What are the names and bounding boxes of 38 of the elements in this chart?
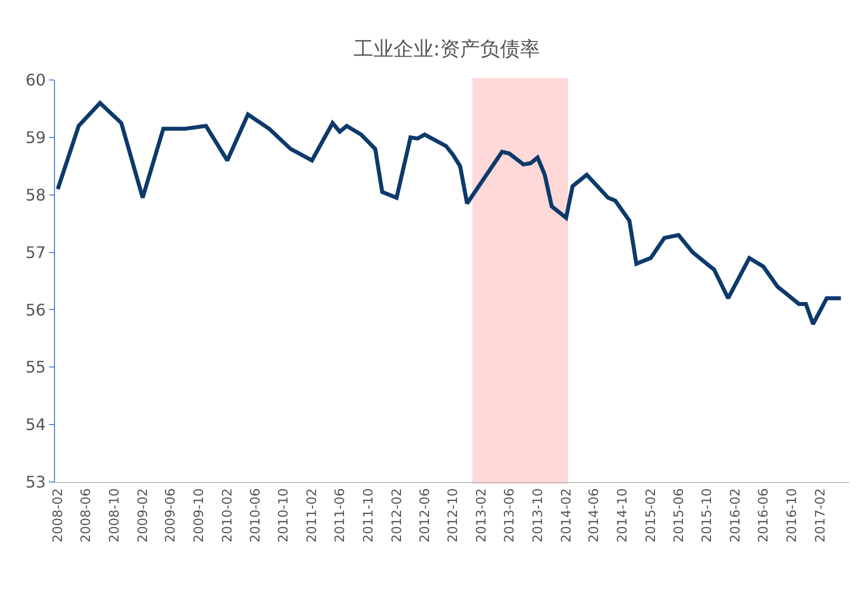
y-tick-label: 56	[25, 300, 46, 320]
x-tick-label: 2011-10	[361, 488, 376, 543]
x-tick-label: 2012-02	[390, 488, 405, 543]
x-tick-label: 2008-06	[79, 488, 94, 543]
y-tick-label: 54	[25, 415, 46, 434]
y-tick-label: 59	[25, 128, 46, 148]
x-tick-label: 2013-06	[502, 488, 518, 543]
y-tick-label: 55	[25, 358, 46, 377]
x-tick-label: 2010-02	[220, 488, 236, 543]
x-tick-label: 2014-10	[615, 488, 630, 543]
x-tick-label: 2010-10	[276, 488, 292, 543]
x-tick-label: 2014-06	[587, 488, 602, 543]
x-tick-label: 2008-02	[51, 488, 66, 543]
x-tick-label: 2009-02	[136, 488, 151, 543]
x-tick-label: 2015-06	[672, 488, 687, 543]
x-tick-label: 2011-06	[332, 488, 348, 543]
y-tick-label: 57	[25, 242, 46, 262]
x-tick-label: 2015-02	[644, 488, 659, 543]
x-tick-label: 2009-10	[192, 488, 207, 543]
x-tick-label: 2011-02	[305, 488, 320, 543]
chart-title: 工业企业:资产负债率	[353, 36, 540, 60]
x-tick-label: 2012-10	[446, 488, 462, 543]
x-tick-label: 2009-06	[164, 488, 179, 543]
x-tick-label: 2015-10	[700, 488, 716, 543]
y-tick-label: 60	[25, 70, 46, 90]
x-tick-label: 2016-06	[756, 488, 772, 543]
x-tick-label: 2017-02	[813, 488, 828, 543]
x-tick-label: 2010-06	[248, 488, 264, 543]
x-tick-label: 2008-10	[107, 488, 122, 543]
y-tick-label: 53	[25, 472, 46, 492]
x-tick-label: 2016-10	[784, 488, 800, 543]
x-tick-label: 2013-02	[474, 488, 490, 543]
x-tick-label: 2012-06	[418, 488, 433, 543]
y-tick-label: 58	[25, 185, 46, 204]
line-series	[56, 100, 843, 326]
x-tick-label: 2014-02	[559, 488, 574, 543]
x-tick-label: 2016-02	[728, 488, 744, 543]
x-tick-label: 2013-10	[530, 488, 546, 543]
